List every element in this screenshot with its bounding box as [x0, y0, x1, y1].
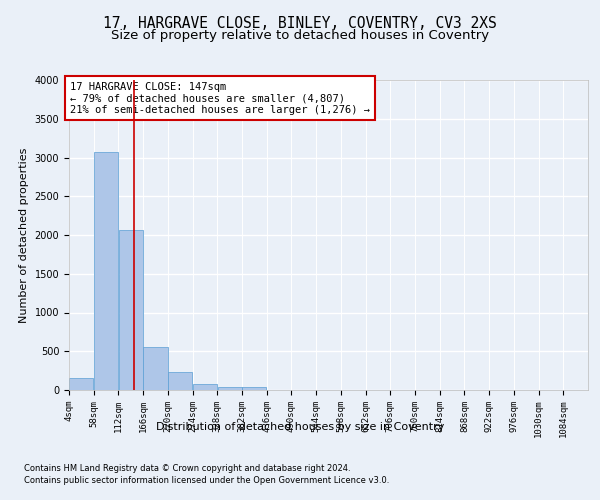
Text: 17 HARGRAVE CLOSE: 147sqm
← 79% of detached houses are smaller (4,807)
21% of se: 17 HARGRAVE CLOSE: 147sqm ← 79% of detac… [70, 82, 370, 115]
Text: 17, HARGRAVE CLOSE, BINLEY, COVENTRY, CV3 2XS: 17, HARGRAVE CLOSE, BINLEY, COVENTRY, CV… [103, 16, 497, 31]
Text: Contains HM Land Registry data © Crown copyright and database right 2024.: Contains HM Land Registry data © Crown c… [24, 464, 350, 473]
Bar [168, 372, 193, 390]
Bar [193, 384, 217, 390]
Text: Size of property relative to detached houses in Coventry: Size of property relative to detached ho… [111, 28, 489, 42]
Bar [94, 152, 118, 390]
Bar [218, 387, 242, 390]
Text: Contains public sector information licensed under the Open Government Licence v3: Contains public sector information licen… [24, 476, 389, 485]
Bar [242, 387, 266, 390]
Bar [119, 230, 143, 390]
Bar [69, 378, 94, 390]
Bar [143, 346, 167, 390]
Text: Distribution of detached houses by size in Coventry: Distribution of detached houses by size … [156, 422, 444, 432]
Y-axis label: Number of detached properties: Number of detached properties [19, 148, 29, 322]
